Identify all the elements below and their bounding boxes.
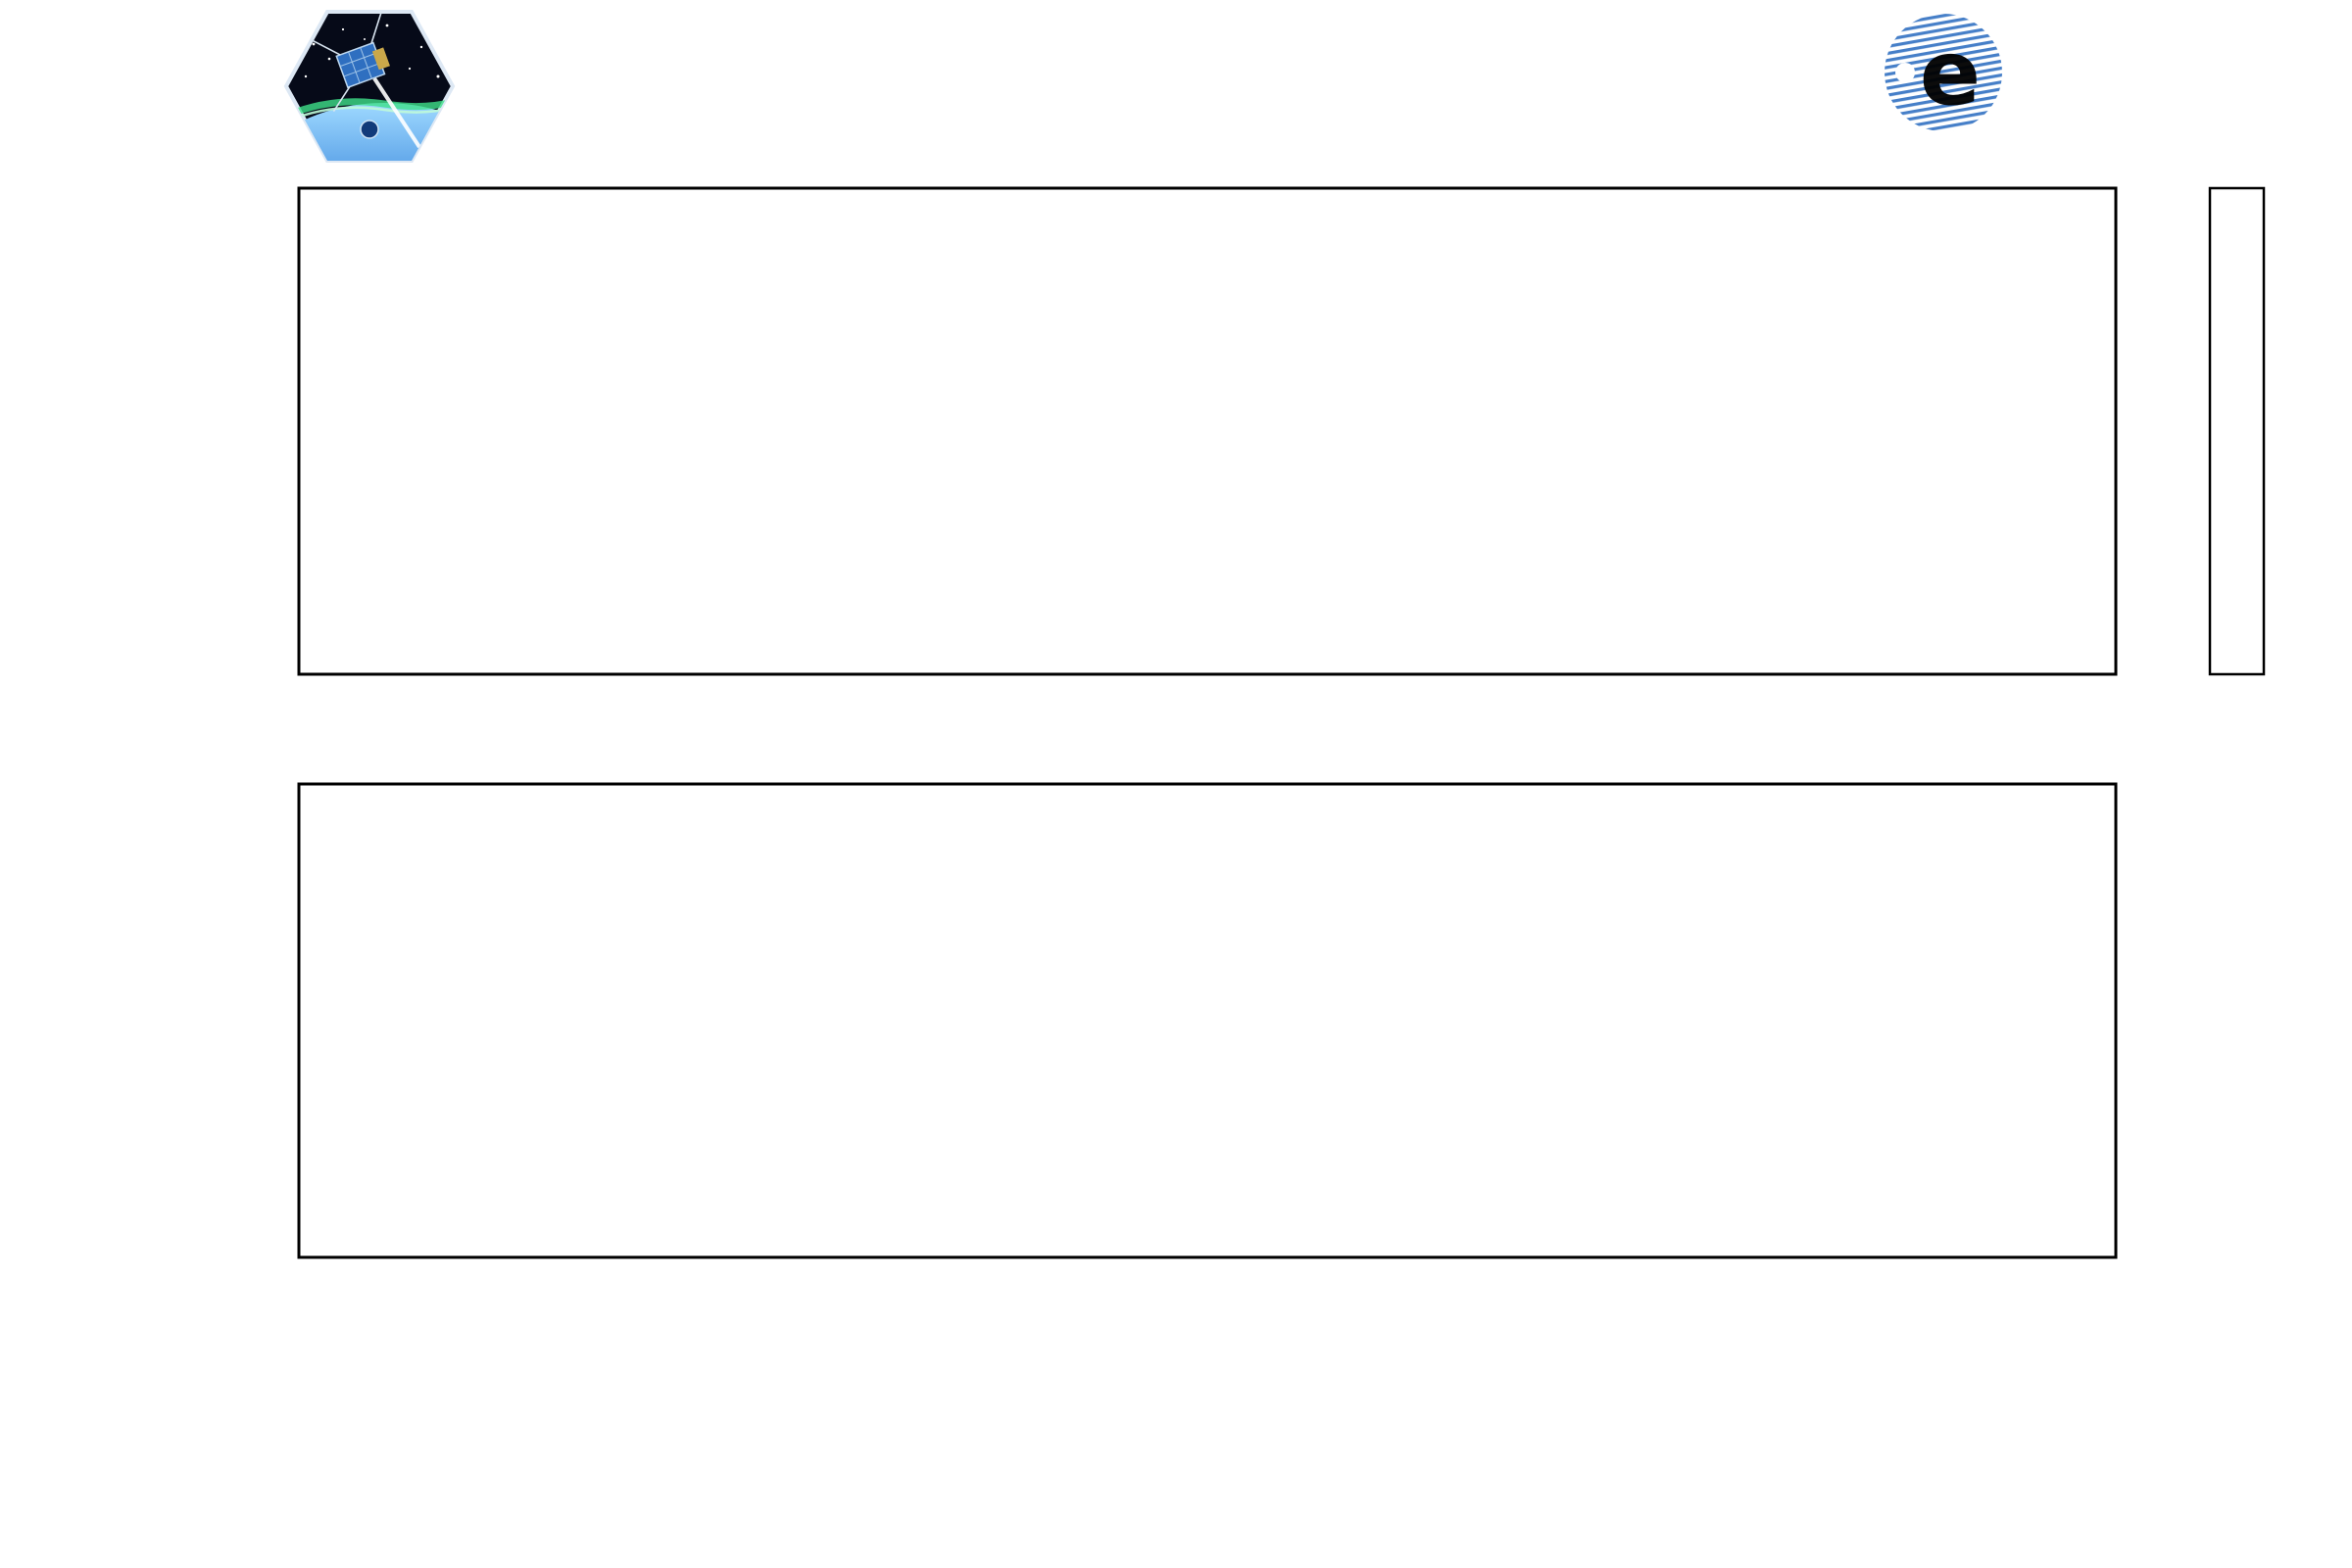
patch-satellite xyxy=(311,12,390,113)
esa-globe-dot xyxy=(1895,63,1915,82)
elevation-azimuth-plot xyxy=(297,186,2118,676)
patch-emblem xyxy=(360,120,379,139)
tec-timeseries-plot xyxy=(297,782,2118,1259)
patch-earth xyxy=(286,103,453,161)
top-plot-frame xyxy=(297,186,2118,676)
esa-globe-icon xyxy=(1885,14,2002,131)
colorbar xyxy=(2208,186,2266,676)
cassiope-mission-patch xyxy=(283,10,456,163)
patch-beam xyxy=(372,76,421,149)
patch-earth-glow xyxy=(286,106,453,123)
patch-starfield xyxy=(304,24,440,78)
esa-logo: e xyxy=(1885,14,2002,131)
bottom-plot-frame xyxy=(297,782,2118,1259)
patch-aurora xyxy=(286,98,453,120)
esa-globe-e: e xyxy=(1920,21,1981,125)
colorbar-gradient xyxy=(2208,186,2266,676)
